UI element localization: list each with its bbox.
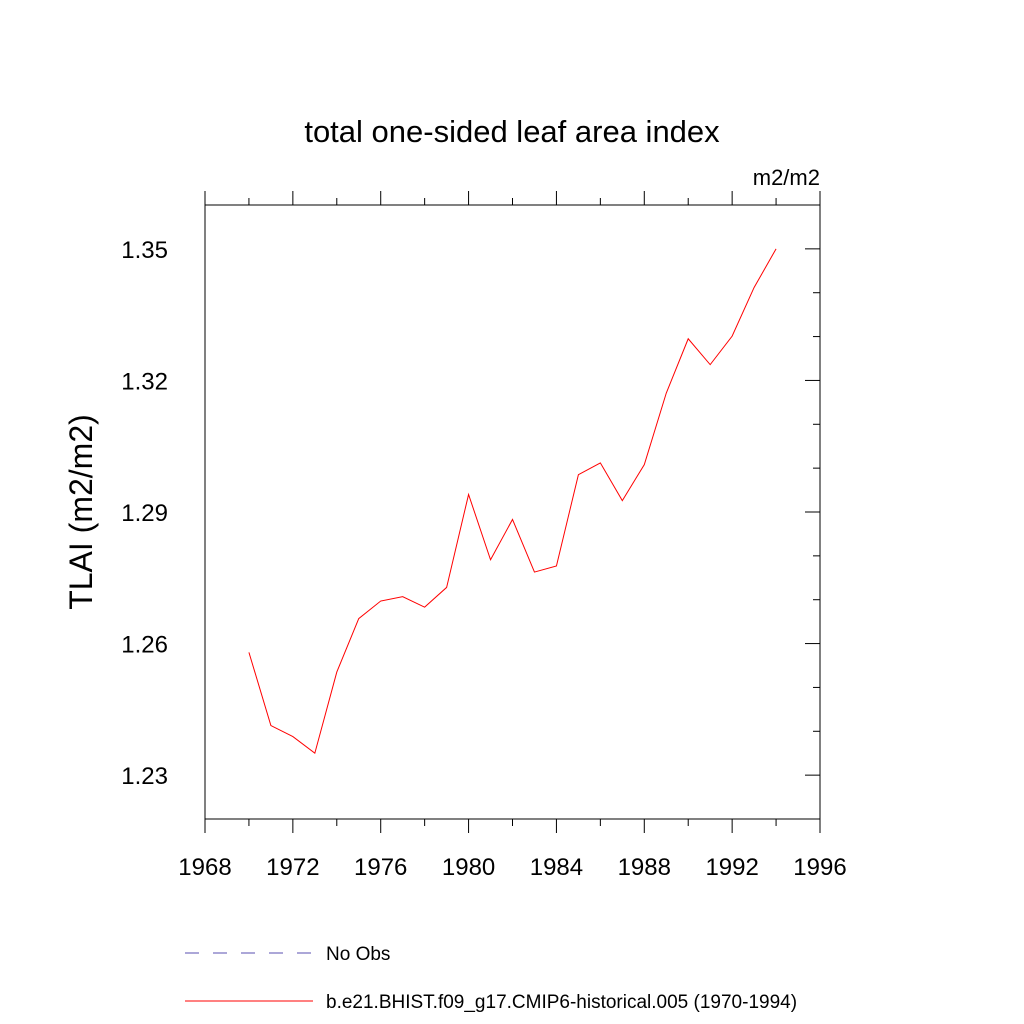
y-tick-label: 1.35 bbox=[121, 237, 168, 264]
x-tick-label: 1996 bbox=[793, 854, 846, 881]
series-layer bbox=[248, 248, 777, 755]
legend: No Obs b.e21.BHIST.f09_g17.CMIP6-historic… bbox=[185, 944, 797, 1013]
y-tick-label: 1.26 bbox=[121, 632, 168, 659]
x-tick-label: 1988 bbox=[618, 854, 671, 881]
plot-frame bbox=[204, 204, 821, 820]
x-tick-label: 1984 bbox=[530, 854, 583, 881]
x-tick-label: 1992 bbox=[705, 854, 758, 881]
y-tick-label: 1.29 bbox=[121, 500, 168, 527]
y-tick-label: 1.32 bbox=[121, 368, 168, 395]
units-label: m2/m2 bbox=[753, 165, 820, 190]
axis-tick-labels: 1968 1972 1976 1980 1984 1988 1992 1996 1.23 1.26… bbox=[121, 237, 846, 881]
legend-label: b.e21.BHIST.f09_g17.CMIP6-historical.005… bbox=[326, 992, 797, 1013]
axis-ticks bbox=[204, 191, 821, 833]
x-tick-label: 1968 bbox=[178, 854, 231, 881]
x-tick-label: 1976 bbox=[354, 854, 407, 881]
y-tick-label: 1.23 bbox=[121, 763, 168, 790]
chart-title: total one-sided leaf area index bbox=[304, 114, 720, 149]
legend-label: No Obs bbox=[326, 944, 390, 965]
x-tick-label: 1980 bbox=[442, 854, 495, 881]
y-axis-label: TLAI (m2/m2) bbox=[63, 414, 99, 610]
x-tick-label: 1972 bbox=[266, 854, 319, 881]
series-line bbox=[248, 248, 777, 755]
